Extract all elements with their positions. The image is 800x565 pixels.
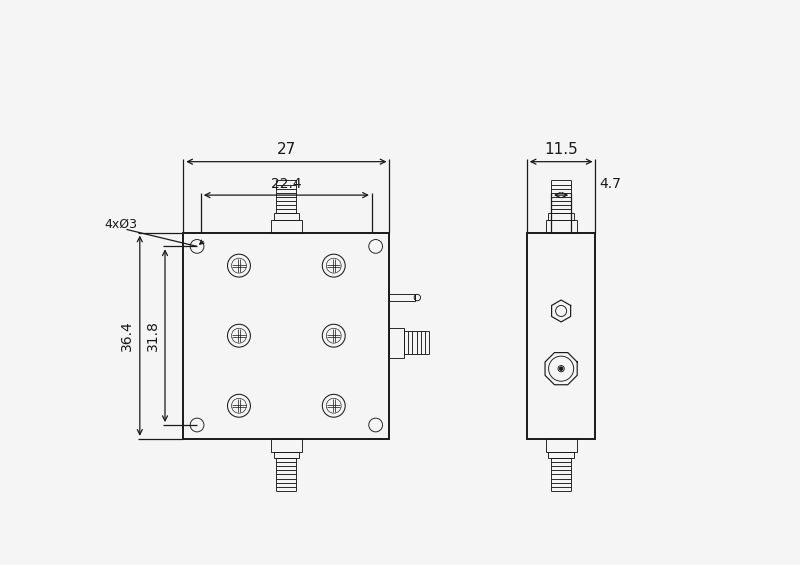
Bar bbox=[274, 451, 299, 458]
Bar bbox=[390, 294, 414, 301]
Bar bbox=[270, 220, 302, 233]
Bar bbox=[270, 439, 302, 451]
Bar bbox=[546, 220, 577, 233]
Text: 4.7: 4.7 bbox=[599, 177, 621, 192]
Bar bbox=[546, 439, 577, 451]
Text: 27: 27 bbox=[277, 142, 296, 157]
Bar bbox=[390, 328, 404, 358]
Text: 11.5: 11.5 bbox=[544, 142, 578, 157]
Text: 31.8: 31.8 bbox=[146, 320, 161, 351]
Circle shape bbox=[559, 367, 563, 371]
Text: 36.4: 36.4 bbox=[120, 320, 134, 351]
Bar bbox=[274, 214, 299, 220]
Text: 22.4: 22.4 bbox=[271, 177, 302, 192]
Bar bbox=[548, 214, 574, 220]
Bar bbox=[183, 233, 390, 439]
Bar bbox=[548, 451, 574, 458]
Bar bbox=[526, 233, 595, 439]
Text: 4xØ3: 4xØ3 bbox=[105, 218, 138, 231]
